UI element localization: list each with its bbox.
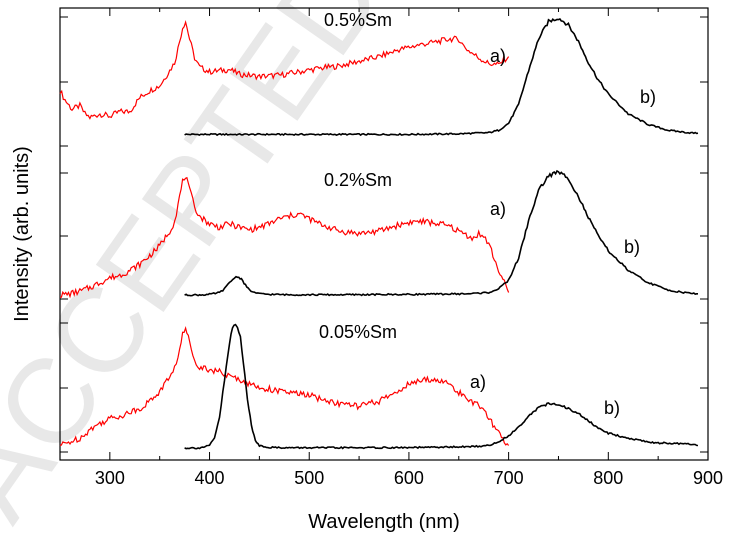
x-tick-label: 500 <box>294 468 324 488</box>
x-tick-labels: 300 400 500 600 700 800 900 <box>95 468 723 488</box>
series-label-b: b) <box>640 87 656 107</box>
series-label-a: a) <box>490 46 506 66</box>
x-tick-label: 400 <box>195 468 225 488</box>
annotations: a) b) 0.5%Sm a) b) 0.2%Sm a) b) 0.05%Sm <box>319 10 656 418</box>
axis-ticks <box>59 8 709 460</box>
series-line-b-2 <box>184 323 699 450</box>
series-line-a-0 <box>59 20 510 120</box>
series-label-b: b) <box>604 398 620 418</box>
panel-label: 0.05%Sm <box>319 322 397 342</box>
y-axis-label: Intensity (arb. units) <box>11 146 33 322</box>
x-tick-label: 700 <box>494 468 524 488</box>
x-tick-label: 800 <box>593 468 623 488</box>
series-line-a-1 <box>59 176 510 299</box>
series-label-a: a) <box>490 199 506 219</box>
x-tick-label: 300 <box>95 468 125 488</box>
watermark-text: ACCEPTED <box>0 0 409 540</box>
x-axis-label: Wavelength (nm) <box>308 511 460 533</box>
series-line-b-1 <box>184 169 698 297</box>
series-label-b: b) <box>624 237 640 257</box>
x-tick-label: 900 <box>693 468 723 488</box>
x-tick-label: 600 <box>394 468 424 488</box>
series-label-a: a) <box>470 372 486 392</box>
series-line-a-2 <box>59 325 510 447</box>
panel-label: 0.2%Sm <box>324 170 392 190</box>
series-layer <box>59 17 699 450</box>
series-line-b-0 <box>184 17 699 137</box>
plot-frame <box>59 7 709 461</box>
panel-label: 0.5%Sm <box>324 10 392 30</box>
